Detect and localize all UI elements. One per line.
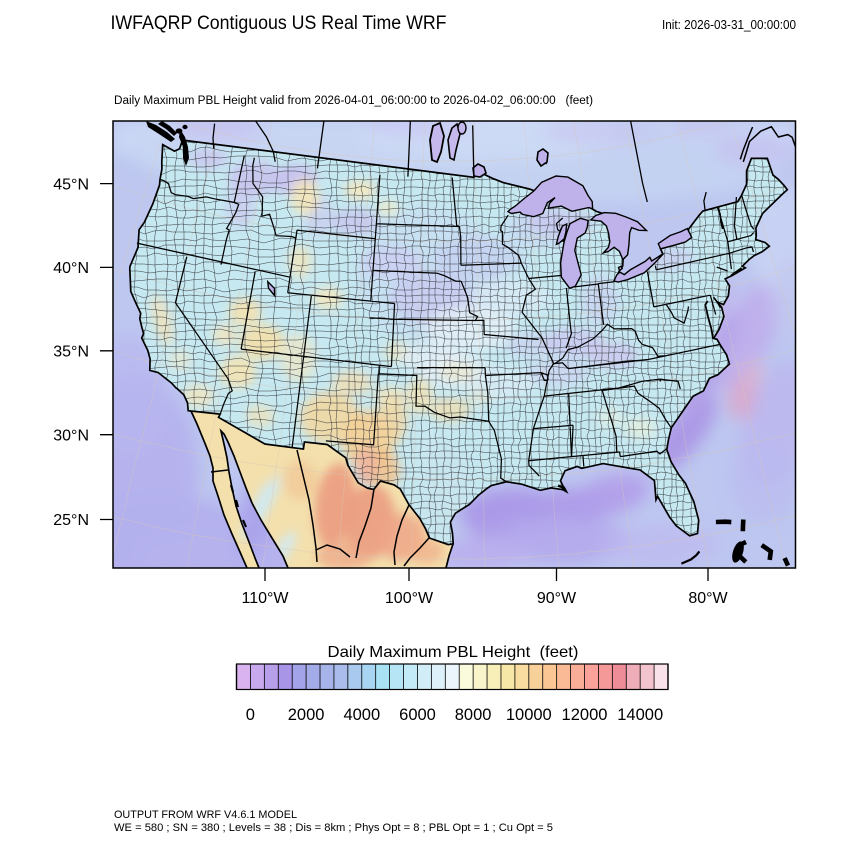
svg-text:14000: 14000 <box>617 706 663 724</box>
svg-text:100°W: 100°W <box>385 590 434 607</box>
svg-text:4000: 4000 <box>343 706 380 724</box>
svg-text:0: 0 <box>246 706 255 724</box>
svg-text:45°N: 45°N <box>53 176 89 193</box>
svg-text:2000: 2000 <box>288 706 325 724</box>
svg-text:Daily Maximum PBL Height valid: Daily Maximum PBL Height valid from 2026… <box>114 95 593 107</box>
svg-text:80°W: 80°W <box>688 590 728 607</box>
svg-text:90°W: 90°W <box>537 590 577 607</box>
svg-text:30°N: 30°N <box>53 427 89 444</box>
svg-text:35°N: 35°N <box>53 344 89 361</box>
svg-text:8000: 8000 <box>455 706 492 724</box>
svg-text:10000: 10000 <box>506 706 552 724</box>
svg-text:12000: 12000 <box>562 706 608 724</box>
svg-text:40°N: 40°N <box>53 260 89 277</box>
svg-text:Daily Maximum PBL Height (fee: Daily Maximum PBL Height (feet) <box>328 644 579 661</box>
svg-text:110°W: 110°W <box>241 590 289 607</box>
svg-text:6000: 6000 <box>399 706 436 724</box>
svg-text:25°N: 25°N <box>53 512 89 529</box>
svg-text:Init: 2026-03-31_00:00:00: Init: 2026-03-31_00:00:00 <box>662 18 796 32</box>
svg-text:IWFAQRP Contiguous US Real Tim: IWFAQRP Contiguous US Real Time WRF <box>111 13 447 34</box>
svg-text:OUTPUT FROM WRF V4.6.1 MODEL: OUTPUT FROM WRF V4.6.1 MODEL <box>114 809 297 821</box>
svg-text:WE = 580 ; SN = 380 ; Levels =: WE = 580 ; SN = 380 ; Levels = 38 ; Dis … <box>114 822 553 834</box>
